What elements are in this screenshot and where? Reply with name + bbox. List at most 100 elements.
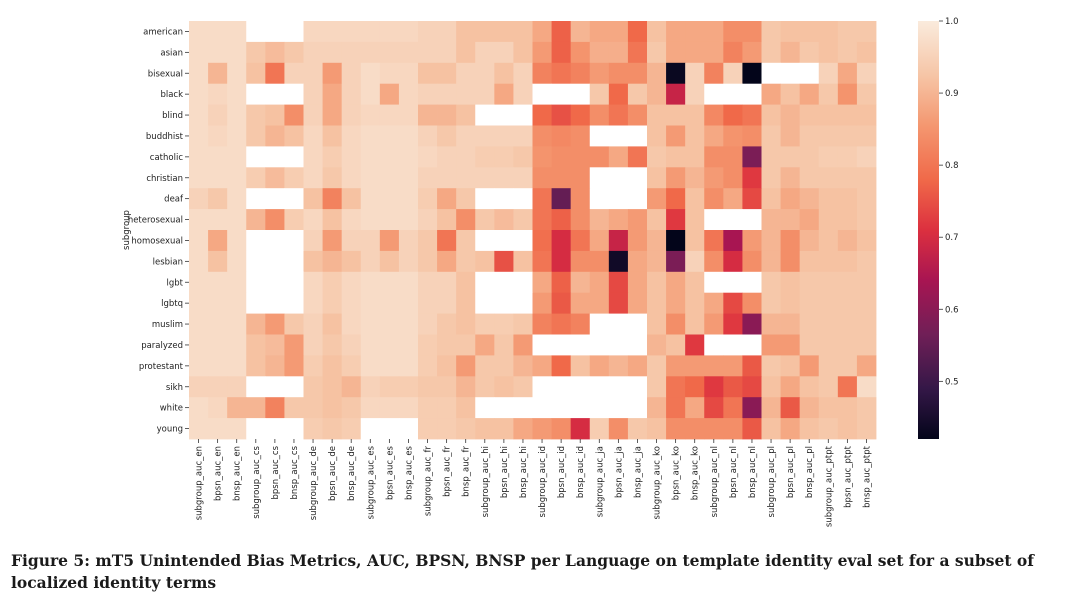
heatmap-cell [246, 250, 266, 273]
heatmap-cell [647, 41, 667, 64]
heatmap-cell [341, 104, 362, 126]
heatmap-cell [437, 167, 457, 189]
heatmap-cell [856, 83, 877, 105]
heatmap-cell [284, 355, 304, 377]
heatmap-cell [322, 83, 343, 105]
heatmap-cell [666, 21, 686, 43]
heatmap-cell [704, 62, 724, 85]
heatmap-cell [761, 21, 781, 43]
heatmap-cell [303, 146, 323, 168]
heatmap-cell [437, 271, 457, 294]
heatmap-cell [265, 104, 285, 126]
heatmap-cell [570, 313, 591, 335]
heatmap-cell [437, 83, 457, 105]
heatmap-cell [570, 125, 591, 147]
row-tick-label: blind [162, 111, 183, 121]
heatmap-cell [570, 62, 591, 85]
heatmap-cell [246, 41, 266, 64]
heatmap-cell [418, 397, 438, 419]
heatmap-cell [379, 41, 400, 64]
heatmap-cell [189, 230, 209, 252]
heatmap-cell [379, 104, 400, 126]
heatmap-cell [379, 209, 400, 231]
heatmap-cell [608, 167, 629, 189]
heatmap-cell [837, 271, 858, 294]
heatmap-cell [398, 104, 419, 126]
heatmap-cell [627, 167, 648, 189]
heatmap-cell [570, 355, 591, 377]
heatmap-cell [494, 62, 514, 85]
column-tick-label: subgroup_auc_cs [252, 445, 262, 518]
heatmap-cell [208, 355, 228, 377]
heatmap-cell [856, 313, 877, 335]
heatmap-cell [589, 397, 610, 419]
heatmap-cell [398, 230, 419, 252]
row-tick-label: lesbian [153, 257, 183, 267]
heatmap-cell [704, 313, 724, 335]
heatmap-cell [341, 41, 362, 64]
heatmap-cell [818, 334, 839, 356]
heatmap-cell [475, 376, 495, 398]
row-tick-label: white [160, 404, 183, 414]
heatmap-cell [189, 271, 209, 294]
heatmap-cell [608, 209, 629, 231]
heatmap-cell [723, 104, 743, 126]
heatmap-cell [856, 125, 877, 147]
heatmap-cell [379, 376, 400, 398]
heatmap-cell [647, 62, 667, 85]
heatmap-cell [475, 41, 495, 64]
heatmap-cell [532, 62, 552, 85]
column-tick-label: bnsp_auc_id [576, 446, 586, 498]
heatmap-cell [379, 418, 400, 440]
heatmap-cell [704, 418, 724, 440]
heatmap-cell [647, 167, 667, 189]
heatmap-cell [398, 271, 419, 294]
heatmap-cell [608, 62, 629, 85]
heatmap-cell [208, 250, 228, 273]
heatmap-cell [704, 355, 724, 377]
heatmap-cell [208, 292, 228, 314]
heatmap-cell [685, 271, 705, 294]
heatmap-cell [341, 418, 362, 440]
heatmap-cell [475, 292, 495, 314]
heatmap-cell [818, 230, 839, 252]
heatmap-cell [360, 313, 381, 335]
y-axis-label: subgroup [122, 210, 132, 250]
heatmap-cell [647, 250, 667, 273]
heatmap-cell [685, 83, 705, 105]
heatmap-cell [227, 376, 247, 398]
heatmap-cell [647, 418, 667, 440]
heatmap-cell [494, 83, 514, 105]
heatmap-cell [227, 250, 247, 273]
heatmap-cell [780, 146, 801, 168]
heatmap-cell [513, 313, 533, 335]
heatmap-cell [322, 41, 343, 64]
heatmap-cell [742, 125, 762, 147]
heatmap-cell [379, 271, 400, 294]
row-tick-label: protestant [139, 362, 184, 372]
heatmap-cell [265, 41, 285, 64]
heatmap-cell [246, 292, 266, 314]
heatmap-cell [398, 250, 419, 273]
heatmap-cell [780, 21, 801, 43]
heatmap-cell [666, 188, 686, 210]
column-tick-label: subgroup_auc_ko [653, 446, 663, 520]
heatmap-cell [303, 41, 323, 64]
heatmap-cell [532, 292, 552, 314]
row-tick-label: asian [160, 48, 183, 58]
heatmap-cell [551, 292, 572, 314]
heatmap-cell [570, 104, 591, 126]
heatmap-cell [456, 62, 476, 85]
heatmap-cell [627, 271, 648, 294]
heatmap-cell [551, 376, 572, 398]
column-tick-label: bnsp_auc_fr [462, 446, 472, 497]
heatmap-cell [589, 271, 610, 294]
heatmap-cell [379, 397, 400, 419]
heatmap-cell [704, 376, 724, 398]
heatmap-cell [284, 230, 304, 252]
heatmap-cell [494, 41, 514, 64]
heatmap-cell [303, 376, 323, 398]
heatmap-cell [818, 21, 839, 43]
heatmap-cell [360, 209, 381, 231]
heatmap-cell [780, 355, 801, 377]
